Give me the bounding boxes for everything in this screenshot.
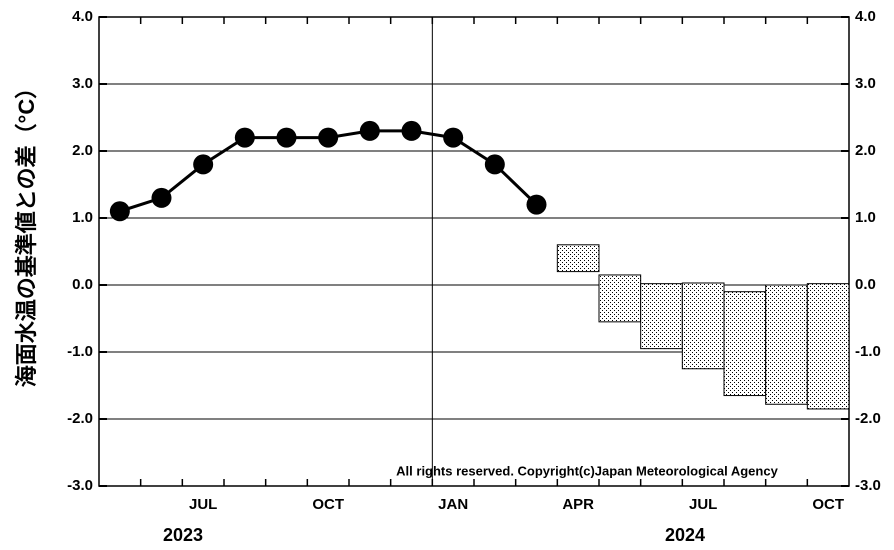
observed-point: [109, 201, 130, 222]
observed-point: [276, 127, 297, 148]
y-tick-label: 1.0: [72, 209, 93, 226]
y2-tick-label: 2.0: [855, 142, 876, 159]
y2-tick-label: -2.0: [855, 410, 881, 427]
forecast-range: [765, 284, 808, 405]
observed-point: [234, 127, 255, 148]
year-label: 2023: [163, 525, 203, 545]
copyright-note: All rights reserved. Copyright(c)Japan M…: [396, 463, 778, 478]
x-tick-label: JAN: [438, 496, 468, 513]
y-tick-label: 2.0: [72, 142, 93, 159]
plot-frame: [98, 16, 850, 487]
forecast-range: [598, 274, 642, 323]
observed-point: [318, 127, 339, 148]
forecast-range: [723, 291, 767, 397]
y2-tick-label: 0.0: [855, 276, 876, 293]
x-tick-label: JUL: [689, 496, 717, 513]
forecast-range: [556, 244, 600, 273]
y-tick-label: 4.0: [72, 8, 93, 25]
x-tick-label: JUL: [189, 496, 217, 513]
forecast-range: [640, 283, 683, 350]
y-axis-label: 海面水温の基準値との差（°C）: [14, 77, 39, 387]
y2-tick-label: -3.0: [855, 477, 881, 494]
observed-point: [151, 187, 172, 208]
y-tick-label: 3.0: [72, 75, 93, 92]
observed-point: [193, 154, 214, 175]
observed-point: [484, 154, 505, 175]
observed-point: [526, 194, 547, 215]
y2-tick-label: 3.0: [855, 75, 876, 92]
observed-point: [359, 120, 380, 141]
forecast-range: [806, 283, 850, 410]
y-tick-label: 0.0: [72, 276, 93, 293]
x-tick-label: OCT: [312, 496, 344, 513]
observed-point: [443, 127, 464, 148]
y2-tick-label: -1.0: [855, 343, 881, 360]
year-label: 2024: [665, 525, 705, 545]
observed-point: [401, 120, 422, 141]
y-tick-label: -3.0: [67, 477, 93, 494]
forecast-range: [681, 282, 725, 370]
y-tick-label: -1.0: [67, 343, 93, 360]
x-tick-label: APR: [562, 496, 594, 513]
y2-tick-label: 1.0: [855, 209, 876, 226]
y-tick-label: -2.0: [67, 410, 93, 427]
x-tick-label: OCT: [812, 496, 844, 513]
y2-tick-label: 4.0: [855, 8, 876, 25]
